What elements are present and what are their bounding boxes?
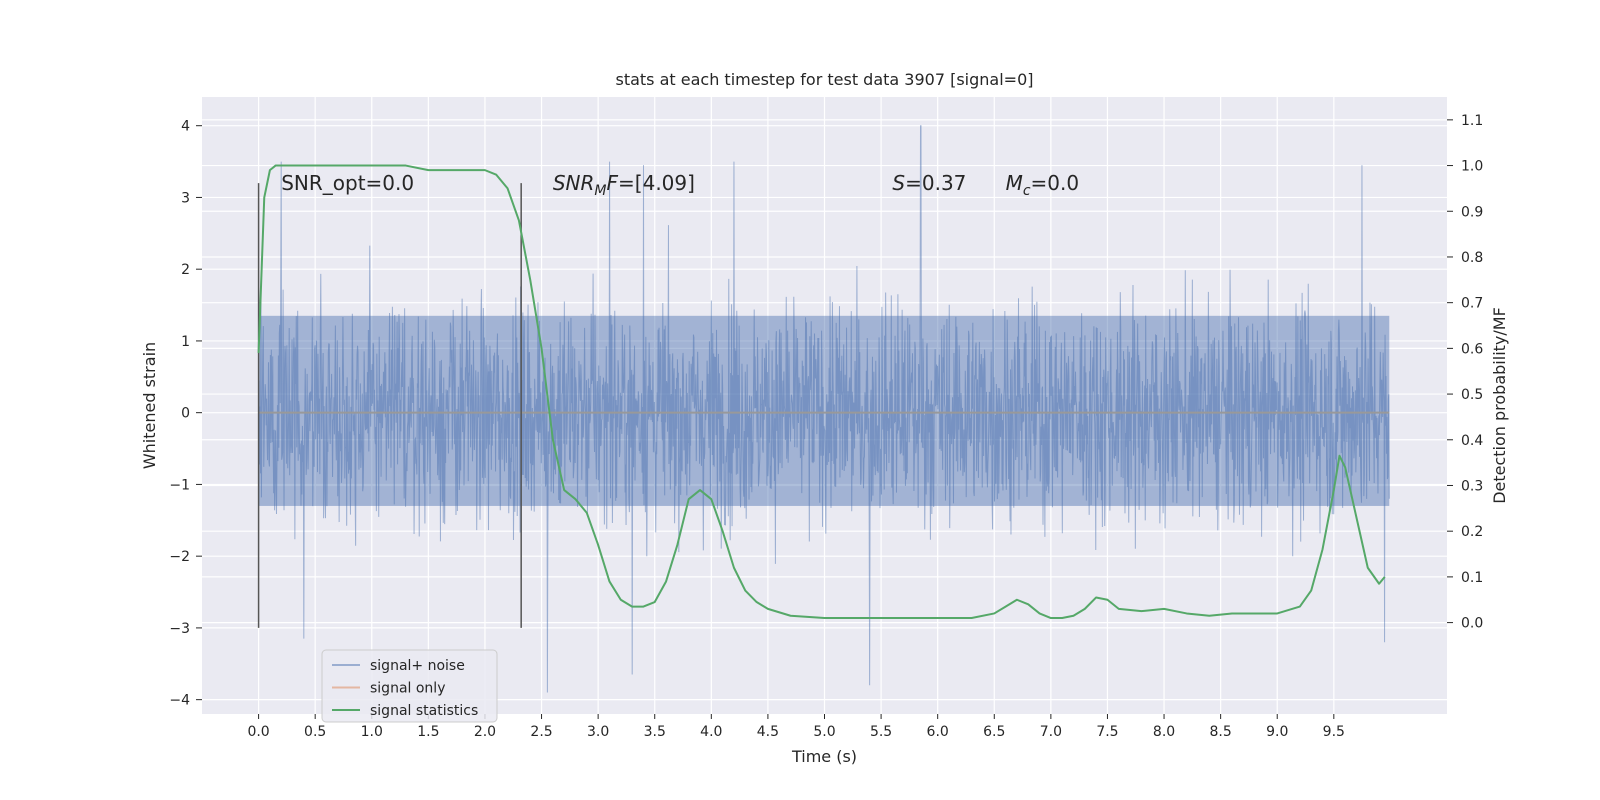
y-tick-label-3: −1 <box>169 477 190 493</box>
legend-box <box>321 649 498 723</box>
y2-tick-label-7: 0.7 <box>1461 296 1483 312</box>
annotation-3-main: M <box>1006 171 1023 195</box>
annotation-1-tail-rest: =[4.09] <box>618 171 695 195</box>
legend-entry-2: signal statistics <box>370 703 478 719</box>
y-tick-label-1: −3 <box>169 621 190 637</box>
x-tick-label-12: 6.0 <box>927 724 949 740</box>
y-tick-label-6: 2 <box>181 262 190 278</box>
annotation-3: Mc=0.0 <box>1006 171 1080 199</box>
y-tick-label-5: 1 <box>181 334 190 350</box>
annotation-1: SNRMF=[4.09] <box>553 171 695 199</box>
x-tick-label-15: 7.5 <box>1096 724 1118 740</box>
legend-entry-0: signal+ noise <box>370 658 465 674</box>
annotation-2-main: S <box>892 171 905 195</box>
y2-tick-label-11: 1.1 <box>1461 113 1483 129</box>
annotations: SNR_opt=0.0 SNRMF=[4.09] S=0.37 Mc=0.0 <box>281 171 1079 199</box>
annotation-3-sub: c <box>1023 183 1031 199</box>
y2-tick-label-1: 0.1 <box>1461 570 1483 586</box>
y2-tick-label-2: 0.2 <box>1461 524 1483 540</box>
x-axis-label: Time (s) <box>791 747 857 766</box>
x-tick-label-2: 1.0 <box>361 724 383 740</box>
series-signal-noise <box>258 125 1390 693</box>
annotation-2-tail: =0.37 <box>905 171 966 195</box>
y2-tick-label-3: 0.3 <box>1461 478 1483 494</box>
x-tick-label-16: 8.0 <box>1153 724 1175 740</box>
signal-statistics-line <box>257 164 1386 620</box>
x-tick-label-5: 2.5 <box>530 724 552 740</box>
y-tick-label-4: 0 <box>181 406 190 422</box>
x-tick-label-11: 5.5 <box>870 724 892 740</box>
annotation-2: S=0.37 <box>892 171 966 195</box>
x-tick-label-19: 9.5 <box>1323 724 1345 740</box>
x-tick-label-3: 1.5 <box>417 724 439 740</box>
vertical-markers <box>257 183 522 628</box>
x-tick-label-10: 5.0 <box>813 724 835 740</box>
legend: signal+ noise signal only signal statistic… <box>321 649 498 723</box>
x-tick-label-9: 4.5 <box>757 724 779 740</box>
x-tick-label-0: 0.0 <box>247 724 269 740</box>
y2-tick-label-5: 0.5 <box>1461 387 1483 403</box>
x-tick-label-4: 2.0 <box>474 724 496 740</box>
signal-noise-core-band <box>258 315 1390 506</box>
y2-axis-label: Detection probability/MF <box>1490 307 1509 504</box>
y2-tick-label-6: 0.6 <box>1461 341 1483 357</box>
annotation-1-tail-var: F <box>607 171 619 195</box>
y-tick-label-2: −2 <box>169 549 190 565</box>
y2-axis-ticks: 0.0 0.1 0.2 0.3 0.4 0.5 0.6 0.7 0.8 0.9 1.0 1.1 <box>1447 113 1483 632</box>
x-tick-label-17: 8.5 <box>1210 724 1232 740</box>
y-axis-ticks: −4 −3 −2 −1 0 1 2 3 4 <box>169 119 202 709</box>
y2-tick-label-9: 0.9 <box>1461 204 1483 220</box>
y2-tick-label-0: 0.0 <box>1461 616 1483 632</box>
x-tick-label-13: 6.5 <box>983 724 1005 740</box>
chart-title: stats at each timestep for test data 390… <box>615 70 1033 89</box>
x-tick-label-14: 7.0 <box>1040 724 1062 740</box>
annotation-0-main: SNR_opt=0.0 <box>281 171 414 195</box>
x-axis-ticks: 0.0 0.5 1.0 1.5 2.0 2.5 3.0 3.5 4.0 4.5 5.0 5.5 6.0 6… <box>247 714 1345 740</box>
y-axis-label: Whitened strain <box>140 342 159 469</box>
y2-tick-label-10: 1.0 <box>1461 159 1483 175</box>
annotation-1-main: SNR <box>553 171 595 195</box>
x-tick-label-8: 4.0 <box>700 724 722 740</box>
annotation-1-tail: F=[4.09] <box>607 171 695 195</box>
legend-entry-1: signal only <box>370 681 445 697</box>
y-tick-label-8: 4 <box>181 119 190 135</box>
y-tick-label-0: −4 <box>169 693 190 709</box>
x-tick-label-18: 9.0 <box>1266 724 1288 740</box>
x-tick-label-6: 3.0 <box>587 724 609 740</box>
x-tick-label-7: 3.5 <box>644 724 666 740</box>
y2-tick-label-8: 0.8 <box>1461 250 1483 266</box>
annotation-3-tail: =0.0 <box>1031 171 1080 195</box>
y-tick-label-7: 3 <box>181 190 190 206</box>
annotation-1-sub: M <box>594 183 606 199</box>
y2-tick-label-4: 0.4 <box>1461 433 1483 449</box>
series-signal-statistics <box>257 164 1386 620</box>
x-tick-label-1: 0.5 <box>304 724 326 740</box>
signal-noise-line <box>258 125 1390 693</box>
annotation-0: SNR_opt=0.0 <box>281 171 414 195</box>
